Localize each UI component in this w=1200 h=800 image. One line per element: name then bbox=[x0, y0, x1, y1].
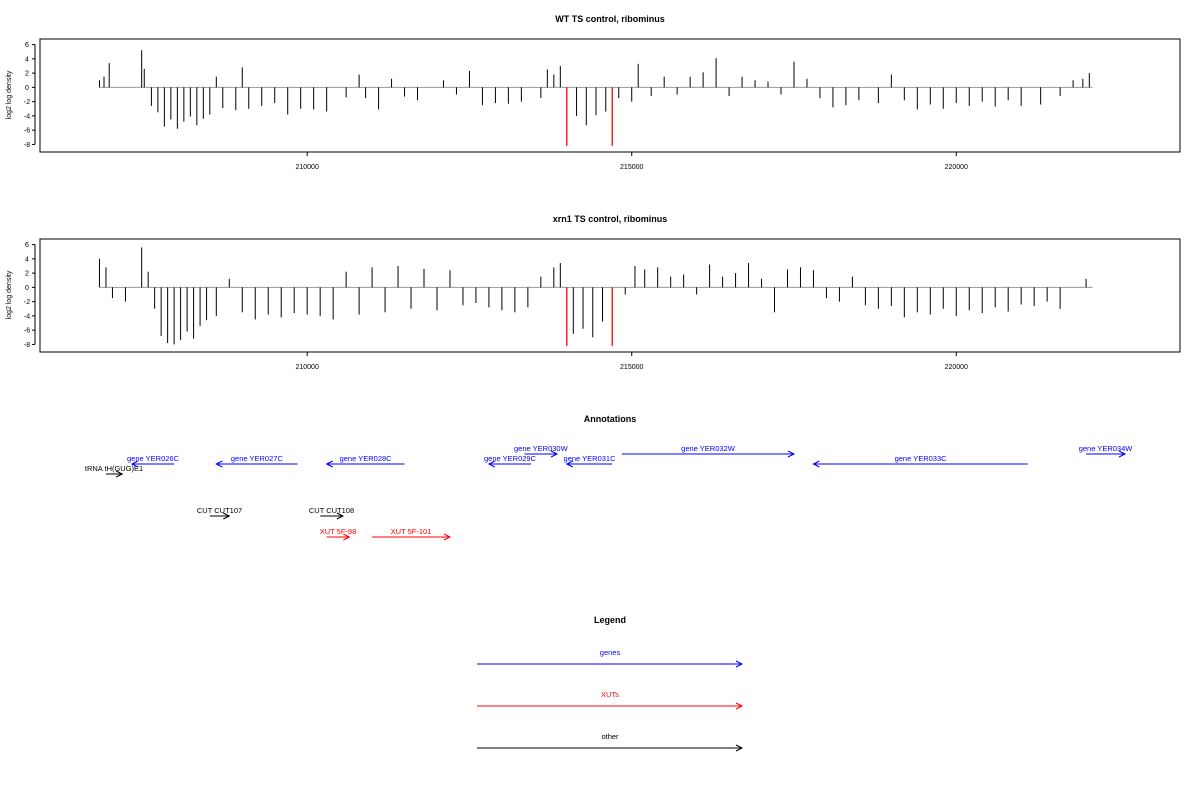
xrn1-y-tick-label: 6 bbox=[25, 242, 29, 249]
annotation-arrowhead bbox=[550, 450, 559, 458]
xrn1-x-tick-label: 210000 bbox=[295, 364, 318, 371]
annotation-label: gene YER033C bbox=[895, 454, 948, 463]
xrn1-y-tick-label: 4 bbox=[25, 256, 29, 263]
wt-x-tick-label: 210000 bbox=[295, 164, 318, 171]
annotation-label: gene YER030W bbox=[514, 444, 569, 453]
wt-y-tick-label: -8 bbox=[24, 142, 30, 149]
annotation-label: gene YER028C bbox=[340, 454, 393, 463]
wt-y-tick-label: -2 bbox=[24, 99, 30, 106]
wt-y-tick-label: 0 bbox=[25, 85, 29, 92]
wt-y-tick-label: -6 bbox=[24, 128, 30, 135]
annotations-title: Annotations bbox=[584, 414, 637, 424]
wt-y-tick-label: -4 bbox=[24, 113, 30, 120]
legend-panel: Legend genes XUTs other bbox=[477, 615, 744, 752]
xrn1-plot-frame bbox=[39, 238, 1181, 353]
xrn1-x-tick-label: 220000 bbox=[945, 364, 968, 371]
annotation-arrowhead bbox=[130, 460, 139, 468]
legend-label: other bbox=[601, 732, 619, 741]
annotation-arrowhead bbox=[343, 533, 351, 541]
wt-y-tick-label: 6 bbox=[25, 42, 29, 49]
annotation-arrowhead bbox=[336, 512, 344, 520]
xrn1-y-tick-label: -8 bbox=[24, 342, 30, 349]
annotation-label: gene YER027C bbox=[231, 454, 284, 463]
annotation-label: gene YER032W bbox=[681, 444, 736, 453]
xrn1-y-tick-label: -4 bbox=[24, 313, 30, 320]
wt-plot-frame bbox=[39, 38, 1181, 153]
annotation-arrowhead bbox=[443, 533, 452, 541]
annotation-arrowhead bbox=[215, 460, 223, 468]
annotation-arrowhead bbox=[1118, 450, 1127, 458]
annotation-arrowhead bbox=[115, 470, 124, 478]
xrn1-y-axis-label: log2 log density bbox=[6, 270, 13, 319]
annotation-arrowhead bbox=[325, 460, 333, 468]
legend-arrowhead bbox=[735, 744, 744, 752]
annotation-label: gene YER029C bbox=[484, 454, 537, 463]
wt-x-tick-label: 215000 bbox=[620, 164, 643, 171]
wt-panel-title: WT TS control, ribominus bbox=[555, 14, 665, 24]
xrn1-x-tick-label: 215000 bbox=[620, 364, 643, 371]
annotation-arrowhead bbox=[487, 460, 496, 468]
annotation-label: CUT CUT108 bbox=[309, 506, 354, 515]
annotation-arrowhead bbox=[223, 512, 231, 520]
annotation-label: CUT CUT107 bbox=[197, 506, 242, 515]
annotation-label: XUT 5F-101 bbox=[391, 527, 432, 536]
annotation-label: gene YER034W bbox=[1079, 444, 1134, 453]
xrn1-y-tick-label: -2 bbox=[24, 299, 30, 306]
legend-label: genes bbox=[600, 648, 621, 657]
annotation-label: tRNA tH(GUG)E1 bbox=[85, 464, 143, 473]
annotation-label: XUT 5F-98 bbox=[320, 527, 357, 536]
wt-y-tick-label: 2 bbox=[25, 71, 29, 78]
legend-arrowhead bbox=[735, 702, 744, 710]
wt-y-tick-label: 4 bbox=[25, 56, 29, 63]
xrn1-panel-title: xrn1 TS control, ribominus bbox=[553, 214, 668, 224]
annotation-arrowhead bbox=[787, 450, 796, 458]
wt-x-tick-label: 220000 bbox=[945, 164, 968, 171]
annotation-label: gene YER031C bbox=[564, 454, 617, 463]
annotation-arrowhead bbox=[565, 460, 574, 468]
legend-arrowhead bbox=[735, 660, 744, 668]
legend-label: XUTs bbox=[601, 690, 619, 699]
xrn1-panel: xrn1 TS control, ribominus log2 log dens… bbox=[6, 214, 1181, 371]
wt-panel: WT TS control, ribominus log2 log densit… bbox=[6, 14, 1181, 171]
annotation-label: gene YER026C bbox=[127, 454, 180, 463]
xrn1-y-tick-label: 2 bbox=[25, 271, 29, 278]
xrn1-y-tick-label: -6 bbox=[24, 328, 30, 335]
annotation-arrowhead bbox=[812, 460, 820, 468]
legend-title: Legend bbox=[594, 615, 626, 625]
wt-y-axis-label: log2 log density bbox=[6, 70, 13, 119]
xrn1-y-tick-label: 0 bbox=[25, 285, 29, 292]
